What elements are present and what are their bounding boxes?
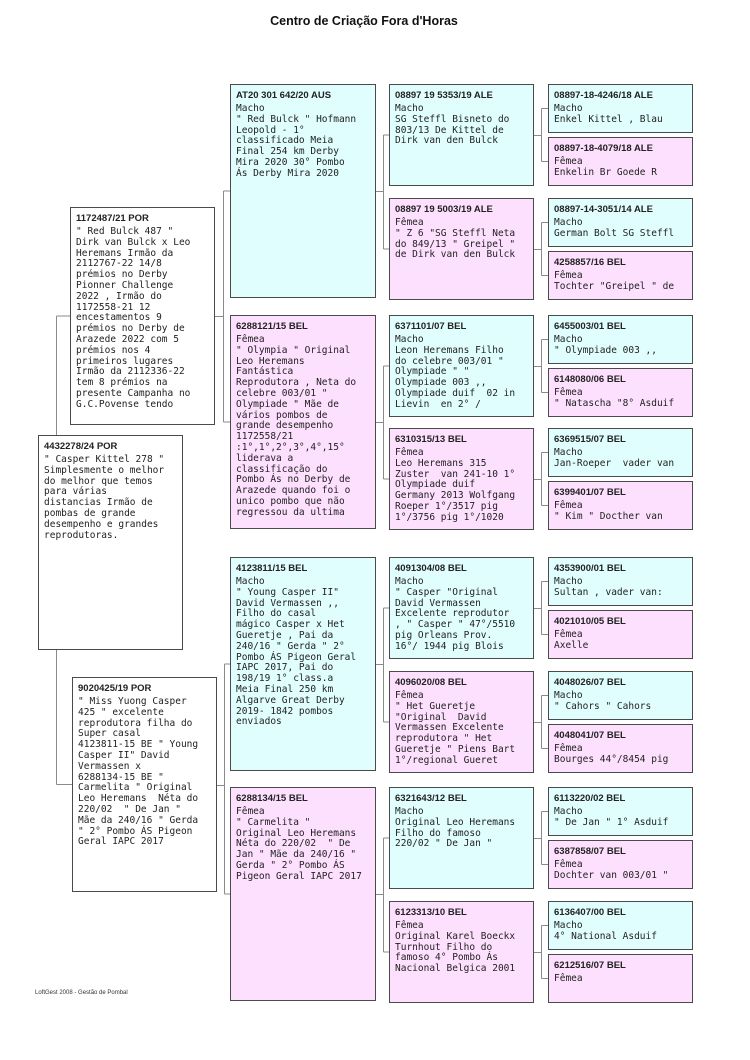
bird-notes: Fêmea " Z 6 "SG Steffl Neta do 849/13 " … [395,217,516,261]
ring-number: 9020425/19 POR [78,683,152,694]
bird-notes: Fêmea " Olympia " Original Leo Heremans … [236,334,357,518]
ring-number: 1172487/21 POR [76,213,149,224]
footer-credit: LoftGest 2008 - Gestão de Pombal [35,990,128,996]
ring-number: 08897-14-3051/14 ALE [554,204,653,215]
grandparent-card[interactable]: AT20 301 642/20 AUS Macho " Red Bulck " H… [230,84,376,298]
ring-number: 4091304/08 BEL [395,563,467,574]
ring-number: 08897 19 5003/19 ALE [395,204,493,215]
ring-number: 4123811/15 BEL [236,563,308,574]
parent-card[interactable]: 9020425/19 POR " Miss Yuong Casper 425 " … [72,677,217,892]
great-grandparent-card[interactable]: 6321643/12 BEL Macho Original Leo Hereman… [389,787,534,889]
great-great-grandparent-card[interactable]: 6399401/07 BEL Fêmea " Kim " Docther van [548,481,693,530]
bird-notes: Fêmea Axelle [554,629,589,651]
great-grandparent-card[interactable]: 08897 19 5353/19 ALE Macho SG Steffl Bisn… [389,84,534,186]
bird-notes: Macho Enkel Kittel , Blau [554,103,663,125]
bird-notes: Macho Sultan , vader van: [554,576,663,598]
great-great-grandparent-card[interactable]: 6387858/07 BEL Fêmea Dochter van 003/01 " [548,840,693,889]
ring-number: 6288134/15 BEL [236,793,308,804]
ring-number: 6369515/07 BEL [554,434,626,445]
bird-notes: Macho " Cahors " Cahors [554,690,652,712]
bird-notes: Fêmea " Carmelita " Original Leo Hereman… [236,806,362,882]
bird-notes: " Casper Kittel 278 " Simplesmente o mel… [44,454,165,541]
ring-number: 6455003/01 BEL [554,321,626,332]
bird-notes: Fêmea Leo Heremans 315 Zuster van 241-10… [395,447,516,523]
bird-notes: Fêmea Enkelin Br Goede R [554,156,657,178]
ring-number: 6371101/07 BEL [395,321,467,332]
bird-notes: Fêmea [554,973,583,984]
great-great-grandparent-card[interactable]: 4048026/07 BEL Macho " Cahors " Cahors [548,671,693,720]
great-grandparent-card[interactable]: 6123313/10 BEL Fêmea Original Karel Boeck… [389,901,534,1003]
bird-notes: Macho " Casper "Original David Vermassen… [395,576,516,652]
great-great-grandparent-card[interactable]: 6136407/00 BEL Macho 4° National Asduif [548,901,693,950]
page-title-text: Centro de Criação Fora d'Horas [270,14,458,28]
great-great-grandparent-card[interactable]: 4048041/07 BEL Fêmea Bourges 44°/8454 pig [548,724,693,773]
bird-notes: Macho " Young Casper II" David Vermassen… [236,576,357,728]
ring-number: 4258857/16 BEL [554,257,626,268]
ring-number: 08897-18-4246/18 ALE [554,90,653,101]
bird-notes: Macho Leon Heremans Filho do celebre 003… [395,334,516,410]
bird-notes: Macho " Red Bulck " Hofmann Leopold - 1°… [236,103,357,179]
ring-number: 6387858/07 BEL [554,846,626,857]
ring-number: AT20 301 642/20 AUS [236,90,332,101]
great-great-grandparent-card[interactable]: 6369515/07 BEL Macho Jan-Roeper vader van [548,428,693,477]
grandparent-card[interactable]: 4123811/15 BEL Macho " Young Casper II" D… [230,557,376,771]
great-grandparent-card[interactable]: 6371101/07 BEL Macho Leon Heremans Filho … [389,315,534,417]
bird-notes: Macho " Olympiade 003 ,, [554,334,657,356]
ring-number: 4021010/05 BEL [554,616,626,627]
bird-notes: Fêmea Original Karel Boeckx Turnhout Fil… [395,920,516,975]
ring-number: 4432278/24 POR [44,441,118,452]
ring-number: 6321643/12 BEL [395,793,467,804]
ring-number: 6148080/06 BEL [554,374,626,385]
great-great-grandparent-card[interactable]: 08897-18-4079/18 ALE Fêmea Enkelin Br Goe… [548,137,693,186]
bird-notes: Fêmea " Het Gueretje "Original David Ver… [395,690,516,766]
bird-notes: Fêmea Tochter "Greipel " de [554,270,675,292]
ring-number: 6113220/02 BEL [554,793,626,804]
bird-notes: Macho " De Jan " 1° Asduif [554,806,669,828]
bird-notes: Macho German Bolt SG Steffl [554,217,675,239]
bird-notes: Fêmea " Kim " Docther van [554,500,663,522]
great-grandparent-card[interactable]: 4091304/08 BEL Macho " Casper "Original D… [389,557,534,659]
grandparent-card[interactable]: 6288134/15 BEL Fêmea " Carmelita " Origin… [230,787,376,1001]
bird-notes: Fêmea Bourges 44°/8454 pig [554,743,669,765]
parent-card[interactable]: 1172487/21 POR " Red Bulck 487 " Dirk van… [70,207,215,425]
great-great-grandparent-card[interactable]: 08897-14-3051/14 ALE Macho German Bolt SG… [548,198,693,247]
great-great-grandparent-card[interactable]: 4353900/01 BEL Macho Sultan , vader van: [548,557,693,606]
great-great-grandparent-card[interactable]: 6113220/02 BEL Macho " De Jan " 1° Asduif [548,787,693,836]
grandparent-card[interactable]: 6288121/15 BEL Fêmea " Olympia " Original… [230,315,376,529]
great-great-grandparent-card[interactable]: 4258857/16 BEL Fêmea Tochter "Greipel " d… [548,251,693,300]
ring-number: 6399401/07 BEL [554,487,626,498]
bird-notes: Macho Jan-Roeper vader van [554,447,675,469]
ring-number: 6212516/07 BEL [554,960,626,971]
great-grandparent-card[interactable]: 08897 19 5003/19 ALE Fêmea " Z 6 "SG Stef… [389,198,534,300]
ring-number: 6123313/10 BEL [395,907,467,918]
bird-notes: Macho 4° National Asduif [554,920,657,942]
bird-notes: " Miss Yuong Casper 425 " excelente repr… [78,696,199,848]
ring-number: 4048041/07 BEL [554,730,626,741]
ring-number: 6136407/00 BEL [554,907,626,918]
ring-number: 08897 19 5353/19 ALE [395,90,493,101]
great-great-grandparent-card[interactable]: 08897-18-4246/18 ALE Macho Enkel Kittel ,… [548,84,693,133]
page-title: Centro de Criação Fora d'Horas [0,14,750,28]
great-great-grandparent-card[interactable]: 4021010/05 BEL Fêmea Axelle [548,610,693,659]
great-great-grandparent-card[interactable]: 6148080/06 BEL Fêmea " Natascha "8° Asdui… [548,368,693,417]
ring-number: 6310315/13 BEL [395,434,467,445]
great-grandparent-card[interactable]: 4096020/08 BEL Fêmea " Het Gueretje "Orig… [389,671,534,773]
ring-number: 08897-18-4079/18 ALE [554,143,653,154]
bird-notes: Macho Original Leo Heremans Filho do fam… [395,806,516,850]
great-great-grandparent-card[interactable]: 6455003/01 BEL Macho " Olympiade 003 ,, [548,315,693,364]
bird-notes: Macho SG Steffl Bisneto do 803/13 De Kit… [395,103,510,147]
great-grandparent-card[interactable]: 6310315/13 BEL Fêmea Leo Heremans 315 Zus… [389,428,534,530]
bird-notes: Fêmea " Natascha "8° Asduif [554,387,675,409]
ring-number: 4353900/01 BEL [554,563,626,574]
subject-card[interactable]: 4432278/24 POR " Casper Kittel 278 " Simp… [38,435,183,650]
ring-number: 4048026/07 BEL [554,677,626,688]
ring-number: 6288121/15 BEL [236,321,308,332]
bird-notes: " Red Bulck 487 " Dirk van Bulck x Leo H… [76,226,191,410]
ring-number: 4096020/08 BEL [395,677,467,688]
bird-notes: Fêmea Dochter van 003/01 " [554,859,669,881]
great-great-grandparent-card[interactable]: 6212516/07 BEL Fêmea [548,954,693,1003]
